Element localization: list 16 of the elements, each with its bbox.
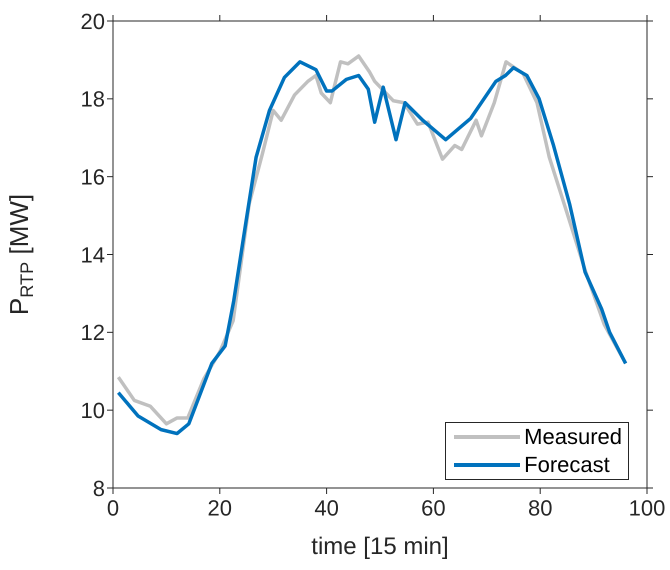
x-tick-label: 0 bbox=[106, 496, 120, 521]
x-tick-label: 60 bbox=[421, 496, 446, 521]
legend-label: Measured bbox=[524, 423, 622, 451]
x-tick-label: 100 bbox=[628, 496, 666, 521]
y-tick-label: 16 bbox=[80, 164, 105, 190]
y-tick-label: 8 bbox=[92, 476, 105, 501]
y-tick-label: 18 bbox=[80, 86, 105, 112]
legend-label: Forecast bbox=[524, 451, 610, 479]
x-axis-title: time [15 min] bbox=[311, 533, 449, 560]
y-tick-label: 12 bbox=[80, 320, 105, 346]
x-tick-label: 80 bbox=[528, 496, 552, 521]
y-tick-label: 20 bbox=[80, 8, 105, 34]
x-tick-label: 20 bbox=[208, 496, 232, 521]
y-tick-label: 14 bbox=[80, 242, 105, 268]
y-tick-label: 10 bbox=[80, 398, 105, 423]
x-tick-label: 40 bbox=[314, 496, 339, 521]
